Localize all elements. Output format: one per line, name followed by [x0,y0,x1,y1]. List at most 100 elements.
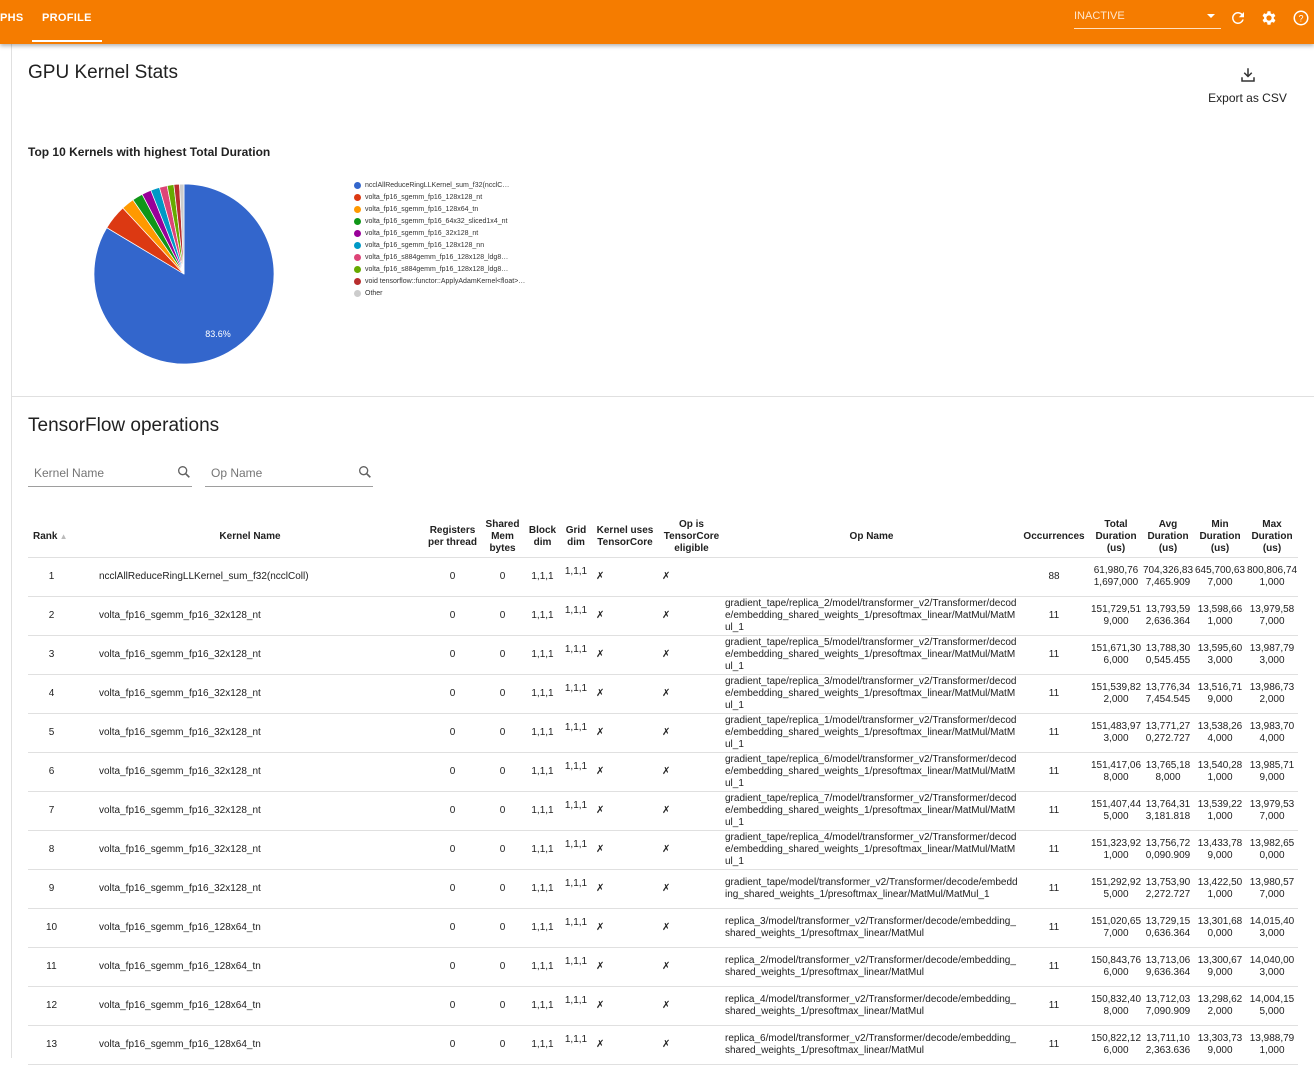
kernel-name-input[interactable] [28,460,168,486]
column-header[interactable]: Rank ▲ [28,517,75,558]
table-row[interactable]: 1 ncclAllReduceRingLLKernel_sum_f32(ncclC… [28,557,1298,597]
cell-rank: 12 [28,986,75,1026]
cell-rank: 8 [28,830,75,870]
table-row[interactable]: 13 volta_fp16_sgemm_fp16_128x64_tn 0 0 1,1,1… [28,1025,1298,1065]
legend-item[interactable]: volta_fp16_sgemm_fp16_128x128_nn [354,242,539,249]
legend-item[interactable]: volta_fp16_s884gemm_fp16_128x128_ldg8… [354,254,539,261]
column-header-label: Occurrences [1023,530,1085,542]
legend-swatch [354,254,361,261]
cell-op-name: gradient_tape/replica_5/model/transforme… [725,635,1018,675]
table-row[interactable]: 11 volta_fp16_sgemm_fp16_128x64_tn 0 0 1,1,1… [28,947,1298,987]
legend-label: volta_fp16_sgemm_fp16_128x128_nt [365,194,483,201]
table-row[interactable]: 2 volta_fp16_sgemm_fp16_32x128_nt 0 0 1,1,1 1… [28,596,1298,636]
cell-kernel-name: volta_fp16_sgemm_fp16_32x128_nt [75,830,425,870]
op-name-input[interactable] [205,460,345,486]
cell-op-name: gradient_tape/replica_7/model/transforme… [725,791,1018,831]
column-header[interactable]: Shared Mem bytes [480,517,525,558]
cell-block-dim: 1,1,1 [525,635,560,675]
cell-occurrences: 11 [1018,1025,1090,1065]
table-row[interactable]: 7 volta_fp16_sgemm_fp16_32x128_nt 0 0 1,1,1 1… [28,791,1298,831]
legend-label: volta_fp16_sgemm_fp16_128x64_tn [365,206,479,213]
cell-min-duration-us: 13,516,719,000 [1194,674,1246,714]
column-header[interactable]: Occurrences [1018,517,1090,558]
cell-occurrences: 11 [1018,752,1090,792]
cell-rank: 4 [28,674,75,714]
legend-item[interactable]: volta_fp16_sgemm_fp16_32x128_nt [354,230,539,237]
help-icon[interactable]: ? [1292,9,1310,27]
table-row[interactable]: 9 volta_fp16_sgemm_fp16_32x128_nt 0 0 1,1,1 1… [28,869,1298,909]
cell-min-duration-us: 13,433,789,000 [1194,830,1246,870]
cell-shared-mem-bytes: 0 [480,752,525,792]
table-row[interactable]: 5 volta_fp16_sgemm_fp16_32x128_nt 0 0 1,1,1 1… [28,713,1298,753]
cell-block-dim: 1,1,1 [525,869,560,909]
table-row[interactable]: 8 volta_fp16_sgemm_fp16_32x128_nt 0 0 1,1,1 1… [28,830,1298,870]
kernel-table: Rank ▲ Kernel Name Registers per thread Sha… [28,517,1298,1065]
table-row[interactable]: 10 volta_fp16_sgemm_fp16_128x64_tn 0 0 1,1,1… [28,908,1298,948]
column-header[interactable]: Kernel uses TensorCore [592,517,658,558]
cell-occurrences: 11 [1018,791,1090,831]
cell-occurrences: 11 [1018,986,1090,1026]
cell-occurrences: 11 [1018,713,1090,753]
column-header[interactable]: Total Duration (us) [1090,517,1142,558]
cell-op-is-tensorcore-eligible: ✗ [658,752,725,792]
cell-kernel-uses-tensorcore: ✗ [592,791,658,831]
column-header[interactable]: Op Name [725,517,1018,558]
column-header-label: Max Duration (us) [1251,518,1293,554]
pie-slice[interactable] [179,183,185,275]
column-header[interactable]: Registers per thread [425,517,480,558]
run-select[interactable]: INACTIVE [1074,10,1221,29]
cell-avg-duration-us: 13,713,069,636.364 [1142,947,1194,987]
cell-total-duration-us: 61,980,761,697,000 [1090,557,1142,597]
table-row[interactable]: 3 volta_fp16_sgemm_fp16_32x128_nt 0 0 1,1,1 1… [28,635,1298,675]
cell-op-is-tensorcore-eligible: ✗ [658,869,725,909]
cell-kernel-uses-tensorcore: ✗ [592,635,658,675]
legend-item[interactable]: volta_fp16_sgemm_fp16_128x64_tn [354,206,539,213]
table-row[interactable]: 6 volta_fp16_sgemm_fp16_32x128_nt 0 0 1,1,1 1… [28,752,1298,792]
table-row[interactable]: 12 volta_fp16_sgemm_fp16_128x64_tn 0 0 1,1,1… [28,986,1298,1026]
table-row[interactable]: 4 volta_fp16_sgemm_fp16_32x128_nt 0 0 1,1,1 1… [28,674,1298,714]
legend-item[interactable]: volta_fp16_sgemm_fp16_128x128_nt [354,194,539,201]
cell-avg-duration-us: 13,788,300,545.455 [1142,635,1194,675]
legend-item[interactable]: void tensorflow::functor::ApplyAdamKerne… [354,278,539,285]
column-header[interactable]: Op is TensorCore eligible [658,517,725,558]
legend-item[interactable]: volta_fp16_sgemm_fp16_64x32_sliced1x4_nt [354,218,539,225]
tab-graphs[interactable]: PHS [0,12,24,24]
refresh-icon[interactable] [1229,9,1247,27]
cell-max-duration-us: 13,988,791,000 [1246,1025,1298,1065]
column-header-label: Op Name [849,530,894,542]
legend-item[interactable]: ncclAllReduceRingLLKernel_sum_f32(ncclC… [354,182,539,189]
cell-block-dim: 1,1,1 [525,791,560,831]
settings-icon[interactable] [1260,9,1278,27]
column-header[interactable]: Max Duration (us) [1246,517,1298,558]
cell-occurrences: 11 [1018,869,1090,909]
cell-rank: 3 [28,635,75,675]
cell-registers-per-thread: 0 [425,869,480,909]
cell-kernel-name: volta_fp16_sgemm_fp16_128x64_tn [75,986,425,1026]
kernel-name-search[interactable] [28,460,192,487]
cell-registers-per-thread: 0 [425,635,480,675]
column-header[interactable]: Min Duration (us) [1194,517,1246,558]
column-header[interactable]: Grid dim [560,517,592,558]
column-header[interactable]: Kernel Name [75,517,425,558]
tab-profile[interactable]: PROFILE [32,12,102,42]
column-header[interactable]: Block dim [525,517,560,558]
cell-avg-duration-us: 13,793,592,636.364 [1142,596,1194,636]
cell-block-dim: 1,1,1 [525,596,560,636]
cell-max-duration-us: 13,982,650,000 [1246,830,1298,870]
cell-grid-dim: 1,1,1 [560,635,592,675]
cell-total-duration-us: 151,292,925,000 [1090,869,1142,909]
export-csv-button[interactable]: Export as CSV [1200,66,1295,105]
cell-op-name: replica_4/model/transformer_v2/Transform… [725,986,1018,1026]
cell-registers-per-thread: 0 [425,674,480,714]
cell-registers-per-thread: 0 [425,908,480,948]
legend-item[interactable]: Other [354,290,539,297]
cell-max-duration-us: 800,806,741,000 [1246,557,1298,597]
cell-kernel-name: volta_fp16_sgemm_fp16_32x128_nt [75,791,425,831]
op-name-search[interactable] [205,460,373,487]
cell-op-is-tensorcore-eligible: ✗ [658,596,725,636]
cell-op-name: replica_2/model/transformer_v2/Transform… [725,947,1018,987]
column-header-label: Registers per thread [428,524,477,548]
legend-item[interactable]: volta_fp16_s884gemm_fp16_128x128_ldg8… [354,266,539,273]
column-header[interactable]: Avg Duration (us) [1142,517,1194,558]
legend-label: volta_fp16_s884gemm_fp16_128x128_ldg8… [365,254,509,261]
